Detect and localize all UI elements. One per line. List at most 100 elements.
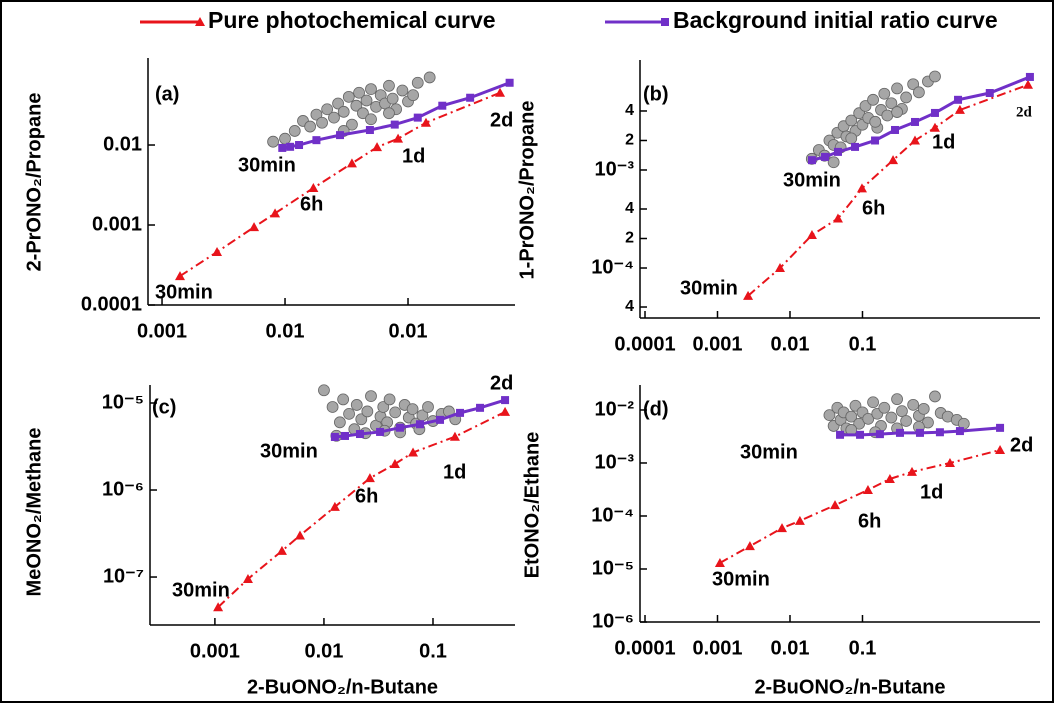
triangle-marker (408, 447, 419, 457)
scatter-point (357, 107, 369, 120)
square-marker (365, 126, 374, 135)
annotation: 2d (490, 372, 513, 394)
scatter-point (288, 125, 301, 137)
scatter-point (350, 99, 363, 112)
square-marker (996, 423, 1005, 432)
x-axis-label: 2-BuONO₂/n-Butane (247, 676, 438, 698)
triangle-marker (175, 271, 186, 281)
scatter-point (881, 109, 894, 122)
scatter-point (377, 401, 390, 413)
triangle-marker (830, 500, 841, 510)
square-marker (501, 396, 510, 405)
scatter-point (885, 411, 898, 424)
triangle-marker (346, 158, 357, 168)
triangle-marker (884, 473, 895, 483)
scatter-point (867, 93, 879, 106)
triangle-marker (794, 515, 805, 525)
square-marker (910, 117, 919, 126)
square-marker (985, 89, 994, 98)
square-marker (466, 93, 475, 102)
triangle-marker (995, 444, 1006, 454)
square-marker (390, 120, 399, 129)
y-axis-label: EtONO₂/Ethane (521, 432, 543, 579)
square-marker (807, 156, 816, 165)
curve (179, 91, 501, 277)
square-marker (836, 430, 845, 439)
square-marker (856, 430, 865, 439)
x-tick-label: 0.01 (771, 333, 810, 355)
triangle-marker (929, 122, 940, 132)
scatter-point (862, 412, 875, 425)
triangle-marker (308, 183, 319, 193)
scatter-point (396, 84, 409, 97)
y-tick-label: 10⁻⁴ (591, 504, 634, 526)
annotation: 30min (155, 281, 213, 303)
square-marker (278, 143, 287, 152)
square-marker (312, 136, 321, 145)
square-marker (851, 142, 860, 151)
scatter-point (827, 156, 840, 169)
scatter-point (878, 401, 891, 414)
square-marker (438, 101, 447, 110)
x-tick-label: 0.001 (137, 320, 187, 342)
triangle-marker (832, 213, 843, 223)
scatter-point (267, 135, 280, 148)
square-marker (1025, 72, 1034, 81)
square-marker (395, 423, 404, 432)
triangle-marker (276, 545, 287, 555)
square-marker (330, 432, 339, 441)
square-marker (871, 136, 880, 145)
annotation: 6h (355, 485, 378, 507)
square-marker (930, 108, 939, 117)
triangle-marker (909, 135, 920, 145)
square-marker (413, 113, 422, 122)
triangle-marker (270, 208, 281, 218)
triangle-marker (774, 263, 785, 273)
y-tick-label: 4 (625, 298, 634, 315)
scatter-point (365, 390, 377, 403)
y-axis-label: 1-PrONO₂/Propane (516, 101, 538, 280)
scatter-point (383, 393, 396, 406)
triangle-marker (364, 473, 375, 483)
x-tick-label: 0.01 (304, 640, 343, 662)
triangle-marker (495, 87, 506, 97)
scatter-point (867, 396, 879, 409)
y-axis-label: 2-PrONO₂/Propane (23, 93, 45, 272)
triangle-marker (806, 230, 817, 240)
y-tick-label: 10⁻⁵ (102, 391, 144, 413)
triangle-marker (389, 459, 400, 469)
annotation: 6h (858, 510, 881, 532)
scatter-point (316, 116, 328, 129)
scatter-point (361, 405, 374, 418)
y-tick-label: 10⁻² (595, 398, 635, 420)
scatter-point (318, 384, 330, 397)
scatter-point (353, 86, 365, 99)
square-marker (336, 131, 345, 140)
y-tick-label: 10⁻³ (595, 158, 635, 180)
square-marker (376, 427, 385, 436)
triangle-marker (212, 246, 223, 256)
square-marker (891, 125, 900, 134)
annotation: 6h (300, 193, 323, 215)
scatter-point (389, 406, 402, 419)
x-tick-label: 0.001 (190, 640, 240, 662)
x-tick-label: 0.1 (849, 637, 877, 659)
scatter-point (900, 91, 913, 104)
x-axis-label: 2-BuONO₂/n-Butane (754, 676, 945, 698)
square-marker (955, 427, 964, 436)
legend-label: Pure photochemical curve (208, 7, 496, 33)
y-tick-label: 10⁻⁴ (591, 256, 634, 278)
scatter-point (845, 410, 858, 423)
square-marker (355, 430, 364, 439)
scatter-point (907, 398, 920, 411)
scatter-point (326, 401, 339, 413)
scatter-point (845, 114, 858, 127)
scatter-point (321, 103, 334, 116)
annotation: 1d (402, 145, 425, 167)
scatter-point (360, 94, 373, 107)
square-marker (415, 420, 424, 429)
scatter-point (406, 403, 419, 416)
square-marker (295, 141, 304, 150)
x-tick-label: 0.1 (849, 333, 877, 355)
scatter-point (350, 399, 363, 411)
